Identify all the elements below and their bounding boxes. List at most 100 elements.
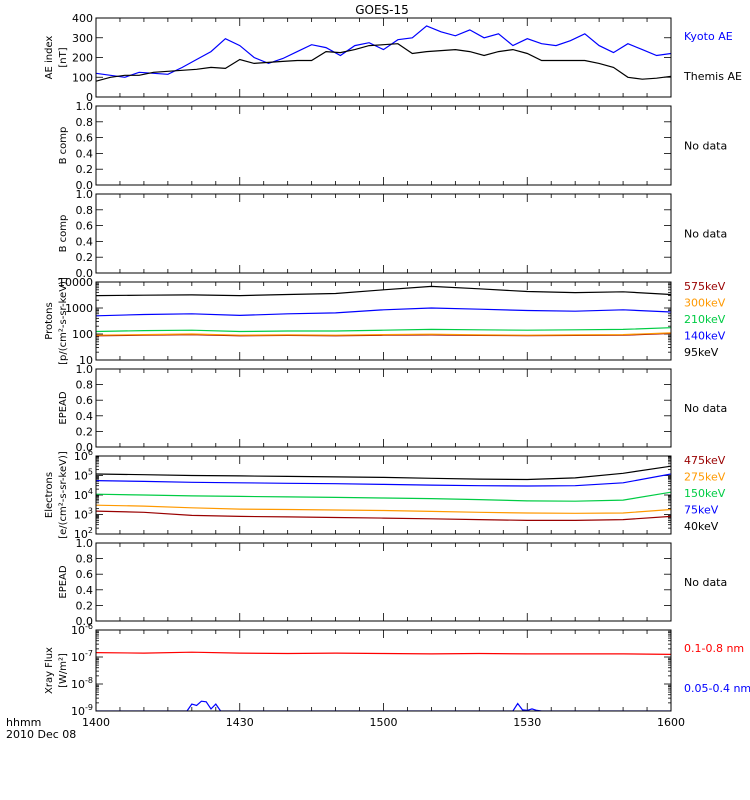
y-tick-label: 106 [74,448,93,463]
y-axis-label: [p/(cm²-s-sr-keV)] [58,277,69,365]
legend-entry: 275keV [684,471,726,484]
panel-b2: 0.0 0.2 0.4 0.6 0.8 1.0 B comp No data [58,188,727,280]
panel-frame [95,542,672,622]
panel-frame [95,455,672,535]
x-tick-label: 1400 [82,716,110,729]
y-tick-label: 0.2 [76,425,94,438]
panel-b1: 0.0 0.2 0.4 0.6 0.8 1.0 B comp No data [58,100,727,192]
y-tick-label: 0.6 [76,568,94,581]
y-tick-label: 0.0 [76,267,94,280]
legend-entry: Kyoto AE [684,30,733,43]
x-tick-label: 1430 [226,716,254,729]
series-line-kyoto-ae [96,25,671,78]
legend-entry: 95keV [684,346,719,359]
y-tick-label: 0.6 [76,220,94,233]
y-axis-label: B comp [58,215,69,253]
y-axis-label: AE index [44,36,55,80]
panel-ae: 0 100 200 300 400 AE index [nT] Kyoto AE Themis … [44,12,742,104]
legend-entry: 150keV [684,487,726,500]
x-tick-label: 1600 [657,716,685,729]
legend-entry: 40keV [684,520,719,533]
y-tick-label: 10-8 [71,676,93,691]
y-tick-label: 0.6 [76,132,94,145]
panel-epead2: 0.0 0.2 0.4 0.6 0.8 1.0 EPEAD No data [58,537,727,628]
y-tick-label: 0.2 [76,251,94,264]
time-axis-label: hhmm [6,716,41,729]
y-tick-label: 1.0 [76,188,94,201]
y-axis-label: EPEAD [58,565,69,599]
series-line-275kev [96,504,671,514]
legend-entry: 575keV [684,280,726,293]
y-tick-label: 0.2 [76,163,94,176]
y-tick-label: 0.2 [76,599,94,612]
y-tick-label: 0.0 [76,615,94,628]
y-axis-label: EPEAD [58,391,69,425]
x-tick-label: 1530 [513,716,541,729]
no-data-label: No data [684,402,727,415]
y-tick-label: 1.0 [76,363,94,376]
y-tick-label: 0.4 [76,235,94,248]
y-tick-label: 0.8 [76,116,94,129]
no-data-label: No data [684,140,727,153]
legend-entry: 300keV [684,297,726,310]
y-tick-label: 300 [72,32,93,45]
y-axis-label: Protons [44,302,55,339]
y-tick-label: 0.4 [76,410,94,423]
series-line-0-1-0-8-nm [96,651,671,655]
legend-entry: 0.1-0.8 nm [684,642,744,655]
y-tick-label: 10 [79,354,93,367]
series-group [96,285,671,337]
panel-epead1: 0.0 0.2 0.4 0.6 0.8 1.0 EPEAD No data [58,363,727,454]
series-line-75kev [96,473,671,487]
legend-entry: 140keV [684,330,726,343]
legend-entry: 475keV [684,454,726,467]
y-tick-label: 0 [86,91,93,104]
series-line-themis-ae [96,43,671,82]
legend-entry: Themis AE [683,70,742,83]
y-tick-label: 0.8 [76,204,94,217]
y-tick-label: 103 [74,507,93,522]
y-tick-label: 104 [74,487,93,502]
y-axis-label: Xray Flux [44,647,55,694]
y-tick-label: 10-6 [71,622,93,637]
y-tick-label: 0.0 [76,179,94,192]
x-tick-label: 1500 [370,716,398,729]
plot-panels: 0 100 200 300 400 AE index [nT] Kyoto AE Themis … [44,12,750,729]
series-line-150kev [96,491,671,502]
series-line-95kev [96,285,671,297]
series-group [96,25,671,82]
figure-title: GOES-15 [355,3,409,17]
y-tick-label: 0.8 [76,553,94,566]
y-tick-label: 10-7 [71,649,93,664]
y-tick-label: 0.4 [76,147,94,160]
series-line-0-05-0-4-nm [96,700,671,711]
y-tick-label: 0.0 [76,441,94,454]
panel-frame [95,629,672,712]
y-axis-label: [W/m²] [58,653,69,688]
series-line-475kev [96,510,671,522]
series-line-140kev [96,307,671,317]
y-tick-label: 1.0 [76,100,94,113]
y-tick-label: 100 [72,71,93,84]
y-tick-label: 0.6 [76,394,94,407]
y-tick-label: 10000 [58,276,93,289]
no-data-label: No data [684,576,727,589]
panel-protons: 10 100 1000 10000 Protons [p/(cm²-s-sr-keV)] 5… [44,276,726,367]
series-group [96,465,671,522]
y-axis-label: B comp [58,127,69,165]
y-tick-label: 200 [72,52,93,65]
y-axis-label: Electrons [44,472,55,518]
y-axis-label: [e/(cm²-s-sr-keV)] [58,451,69,539]
panel-frame [95,193,672,274]
legend-entry: 0.05-0.4 nm [684,682,750,695]
series-group [96,651,671,711]
series-line-40kev [96,465,671,481]
y-tick-label: 0.8 [76,379,94,392]
panel-frame [95,17,672,98]
no-data-label: No data [684,228,727,241]
y-tick-label: 0.4 [76,584,94,597]
y-axis-label: [nT] [58,47,69,67]
panel-frame [95,368,672,448]
